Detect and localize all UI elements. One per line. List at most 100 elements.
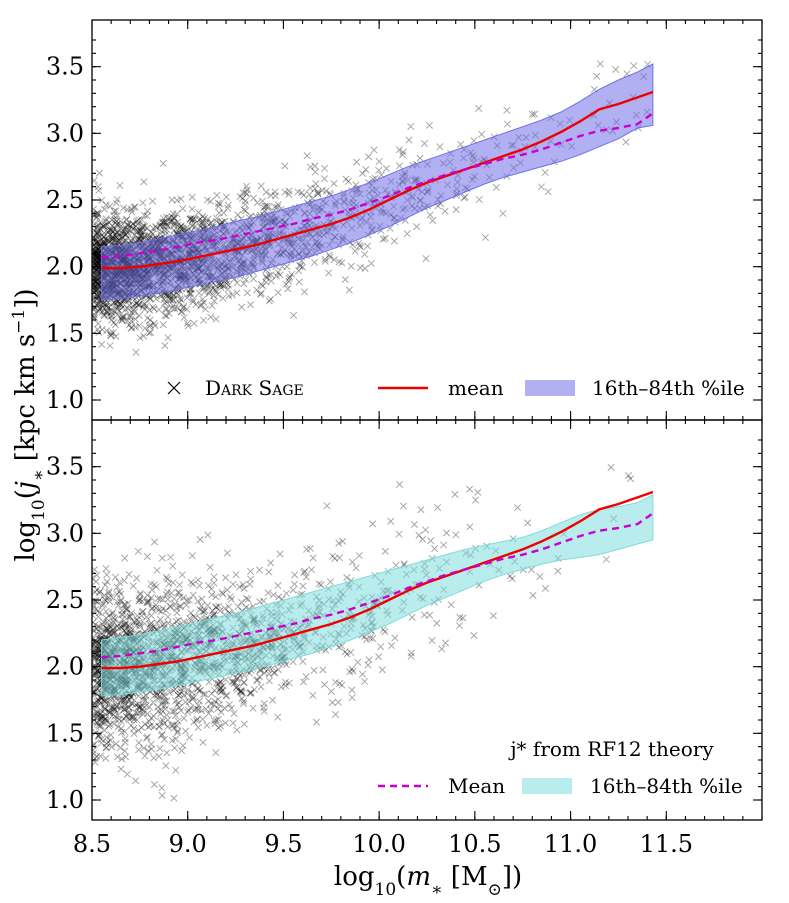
- scatter-point: [186, 215, 194, 223]
- scatter-point: [96, 587, 104, 595]
- scatter-point: [536, 573, 544, 581]
- scatter-point: [132, 226, 141, 234]
- scatter-point: [92, 286, 97, 294]
- scatter-point: [100, 232, 108, 240]
- scatter-point: [135, 301, 143, 309]
- scatter-point: [212, 287, 220, 295]
- scatter-point: [210, 579, 218, 587]
- scatter-point: [106, 597, 114, 605]
- percentile-band: [101, 63, 654, 301]
- scatter-point: [93, 250, 101, 258]
- scatter-point: [241, 200, 249, 208]
- scatter-point: [129, 582, 137, 590]
- scatter-point: [234, 685, 242, 694]
- y-tick-label: 1.0: [46, 786, 84, 814]
- scatter-point: [119, 227, 127, 235]
- scatter-point: [264, 203, 273, 211]
- scatter-point: [168, 196, 176, 204]
- scatter-point: [342, 175, 350, 183]
- scatter-point: [420, 611, 428, 619]
- scatter-point: [217, 688, 225, 696]
- scatter-point: [128, 700, 136, 708]
- scatter-point: [144, 598, 152, 606]
- scatter-point: [274, 268, 282, 277]
- scatter-point: [96, 709, 104, 717]
- scatter-point: [96, 752, 104, 760]
- scatter-point: [155, 723, 163, 731]
- scatter-point: [126, 613, 134, 621]
- scatter-point: [95, 589, 103, 597]
- scatter-point: [98, 718, 106, 726]
- scatter-point: [216, 722, 225, 730]
- scatter-point: [124, 221, 133, 229]
- scatter-point: [140, 234, 148, 242]
- scatter-point: [194, 705, 202, 714]
- scatter-point: [93, 280, 101, 288]
- scatter-point: [163, 226, 171, 234]
- scatter-point: [210, 297, 218, 305]
- scatter-point: [311, 162, 319, 170]
- scatter-point: [109, 233, 117, 241]
- scatter-point: [257, 182, 265, 190]
- scatter-point: [395, 530, 403, 538]
- scatter-point: [114, 601, 123, 609]
- scatter-point: [214, 290, 222, 298]
- scatter-point: [113, 196, 121, 204]
- scatter-point: [146, 294, 154, 302]
- scatter-point: [124, 698, 132, 706]
- scatter-point: [159, 717, 167, 725]
- scatter-point: [96, 700, 104, 708]
- scatter-point: [145, 322, 153, 330]
- scatter-point: [296, 261, 304, 269]
- scatter-point: [160, 218, 168, 226]
- scatter-point: [158, 784, 166, 792]
- scatter-point: [188, 552, 196, 560]
- scatter-point: [158, 791, 166, 800]
- x-tick-label: 11.5: [640, 830, 693, 858]
- scatter-point: [155, 752, 163, 760]
- scatter-point: [361, 677, 369, 685]
- scatter-point: [125, 710, 133, 718]
- scatter-point: [118, 304, 126, 312]
- scatter-point: [229, 580, 237, 588]
- scatter-point: [108, 312, 116, 320]
- scatter-point: [125, 696, 133, 704]
- scatter-point: [93, 285, 101, 293]
- scatter-point: [149, 303, 157, 311]
- scatter-point: [148, 605, 156, 613]
- scatter-point: [107, 226, 115, 234]
- scatter-point: [94, 242, 102, 250]
- scatter-point: [115, 715, 123, 723]
- scatter-point: [214, 202, 222, 211]
- scatter-point: [161, 697, 169, 705]
- scatter-point: [95, 609, 103, 617]
- scatter-point: [104, 738, 112, 746]
- scatter-point: [92, 220, 99, 228]
- scatter-point: [119, 233, 127, 241]
- scatter-point: [171, 685, 179, 693]
- scatter-point: [160, 735, 168, 743]
- scatter-point: [179, 304, 187, 312]
- scatter-point: [141, 305, 149, 313]
- scatter-point: [263, 202, 271, 210]
- scatter-point: [162, 591, 170, 599]
- legend-mean-label: Mean: [448, 774, 505, 798]
- scatter-point: [92, 293, 98, 301]
- scatter-point: [95, 628, 103, 636]
- scatter-point: [336, 554, 344, 562]
- scatter-point: [105, 593, 113, 602]
- scatter-point: [92, 210, 100, 218]
- scatter-point: [247, 301, 255, 309]
- scatter-point: [164, 613, 172, 621]
- scatter-point: [314, 190, 322, 198]
- scatter-point: [160, 620, 168, 628]
- scatter-point: [102, 201, 110, 209]
- scatter-point: [92, 746, 97, 754]
- scatter-point: [97, 721, 105, 729]
- percentile-band: [101, 493, 654, 697]
- scatter-point: [177, 706, 185, 715]
- y-tick-label: 3.0: [46, 519, 84, 547]
- scatter-point: [173, 289, 181, 297]
- scatter-point: [272, 272, 280, 280]
- scatter-point: [141, 619, 149, 628]
